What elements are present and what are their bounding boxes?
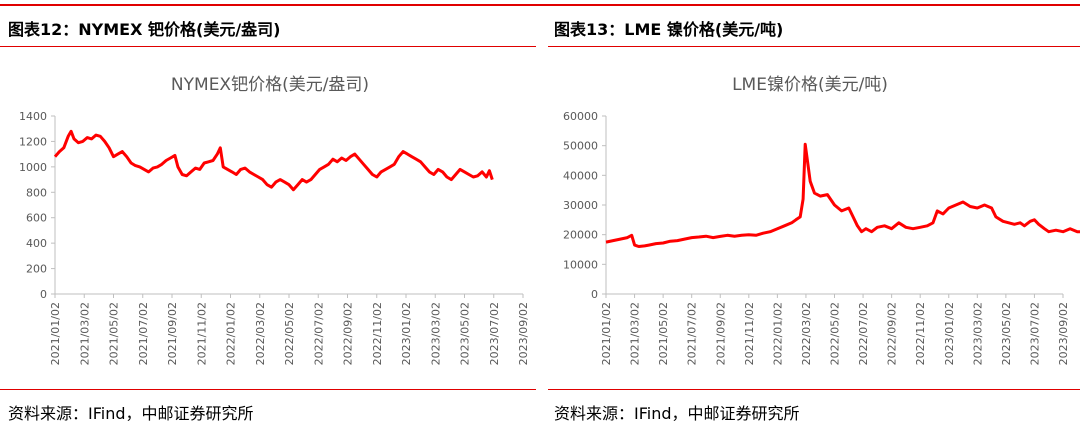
y-tick-label: 200 bbox=[26, 263, 47, 276]
top-accent-line bbox=[0, 4, 1080, 6]
palladium-line-chart: NYMEX钯价格(美元/盎司) 0 200 400 600 800 1000 1200 1400… bbox=[19, 75, 530, 365]
y-tick-label: 50000 bbox=[563, 140, 598, 153]
x-tick-label: 2022/03/02 bbox=[800, 302, 813, 365]
y-tick-label: 0 bbox=[591, 288, 598, 301]
y-tick-label: 10000 bbox=[563, 258, 598, 271]
x-tick-label: 2021/03/02 bbox=[629, 302, 642, 365]
x-tick-label: 2022/09/02 bbox=[886, 302, 899, 365]
y-tick-label: 20000 bbox=[563, 229, 598, 242]
x-tick-label: 2021/11/02 bbox=[743, 302, 756, 365]
x-tick-label: 2023/07/02 bbox=[488, 302, 501, 365]
x-tick-label: 2022/01/02 bbox=[225, 302, 238, 365]
x-tick-label: 2021/01/02 bbox=[600, 302, 613, 365]
x-tick-label: 2023/01/02 bbox=[400, 302, 413, 365]
title-divider bbox=[0, 46, 536, 47]
y-tick-label: 1200 bbox=[19, 135, 47, 148]
figure-title: 图表13：LME 镍价格(美元/吨) bbox=[554, 20, 784, 39]
y-tick-label: 40000 bbox=[563, 169, 598, 182]
y-tick-label: 0 bbox=[40, 288, 47, 301]
source-note: 资料来源：IFind，中邮证券研究所 bbox=[8, 404, 254, 423]
x-tick-label: 2021/03/02 bbox=[78, 302, 91, 365]
x-tick-label: 2023/03/02 bbox=[429, 302, 442, 365]
x-tick-label: 2022/01/02 bbox=[771, 302, 784, 365]
x-tick-label: 2021/05/02 bbox=[108, 302, 121, 365]
x-tick-label: 2022/05/02 bbox=[283, 302, 296, 365]
x-tick-label: 2023/05/02 bbox=[459, 302, 472, 365]
x-tick-label: 2021/09/02 bbox=[166, 302, 179, 365]
chart-title: LME镍价格(美元/吨) bbox=[732, 75, 888, 95]
x-tick-label: 2021/05/02 bbox=[657, 302, 670, 365]
series-line bbox=[605, 142, 1080, 248]
nickel-line-chart: LME镍价格(美元/吨) 0 10000 20000 30000 40000 50000 60… bbox=[563, 75, 1080, 365]
y-tick-label: 1000 bbox=[19, 161, 47, 174]
y-tick-label: 600 bbox=[26, 212, 47, 225]
x-tick-label: 2022/11/02 bbox=[371, 302, 384, 365]
x-tick-label: 2023/09/02 bbox=[1057, 302, 1070, 365]
x-tick-label: 2022/07/02 bbox=[312, 302, 325, 365]
x-tick-label: 2023/03/02 bbox=[971, 302, 984, 365]
title-divider bbox=[548, 46, 1080, 47]
y-tick-label: 1400 bbox=[19, 110, 47, 123]
source-note: 资料来源：IFind，中邮证券研究所 bbox=[554, 404, 800, 423]
figure-title: 图表12：NYMEX 钯价格(美元/盎司) bbox=[8, 20, 281, 39]
x-tick-label: 2022/03/02 bbox=[254, 302, 267, 365]
y-tick-label: 800 bbox=[26, 186, 47, 199]
panel-nickel: 图表13：LME 镍价格(美元/吨) LME镍价格(美元/吨) 0 10000 200… bbox=[540, 0, 1080, 433]
x-tick-label: 2021/11/02 bbox=[195, 302, 208, 365]
x-tick-label: 2021/07/02 bbox=[137, 302, 150, 365]
series-line bbox=[53, 129, 494, 192]
x-tick-label: 2023/05/02 bbox=[1000, 302, 1013, 365]
y-tick-label: 400 bbox=[26, 237, 47, 250]
x-tick-label: 2023/07/02 bbox=[1028, 302, 1041, 365]
x-tick-label: 2021/07/02 bbox=[686, 302, 699, 365]
y-tick-label: 30000 bbox=[563, 199, 598, 212]
x-tick-label: 2021/09/02 bbox=[714, 302, 727, 365]
y-tick-label: 60000 bbox=[563, 110, 598, 123]
x-tick-label: 2023/09/02 bbox=[517, 302, 530, 365]
source-divider bbox=[548, 389, 1080, 390]
x-tick-label: 2023/01/02 bbox=[943, 302, 956, 365]
panel-palladium: 图表12：NYMEX 钯价格(美元/盎司) NYMEX钯价格(美元/盎司) 0 20… bbox=[0, 20, 536, 423]
x-tick-label: 2022/05/02 bbox=[829, 302, 842, 365]
x-tick-label: 2021/01/02 bbox=[49, 302, 62, 365]
x-tick-label: 2022/07/02 bbox=[857, 302, 870, 365]
source-divider bbox=[0, 389, 536, 390]
x-tick-label: 2022/09/02 bbox=[342, 302, 355, 365]
x-tick-label: 2022/11/02 bbox=[914, 302, 927, 365]
chart-title: NYMEX钯价格(美元/盎司) bbox=[171, 75, 369, 95]
